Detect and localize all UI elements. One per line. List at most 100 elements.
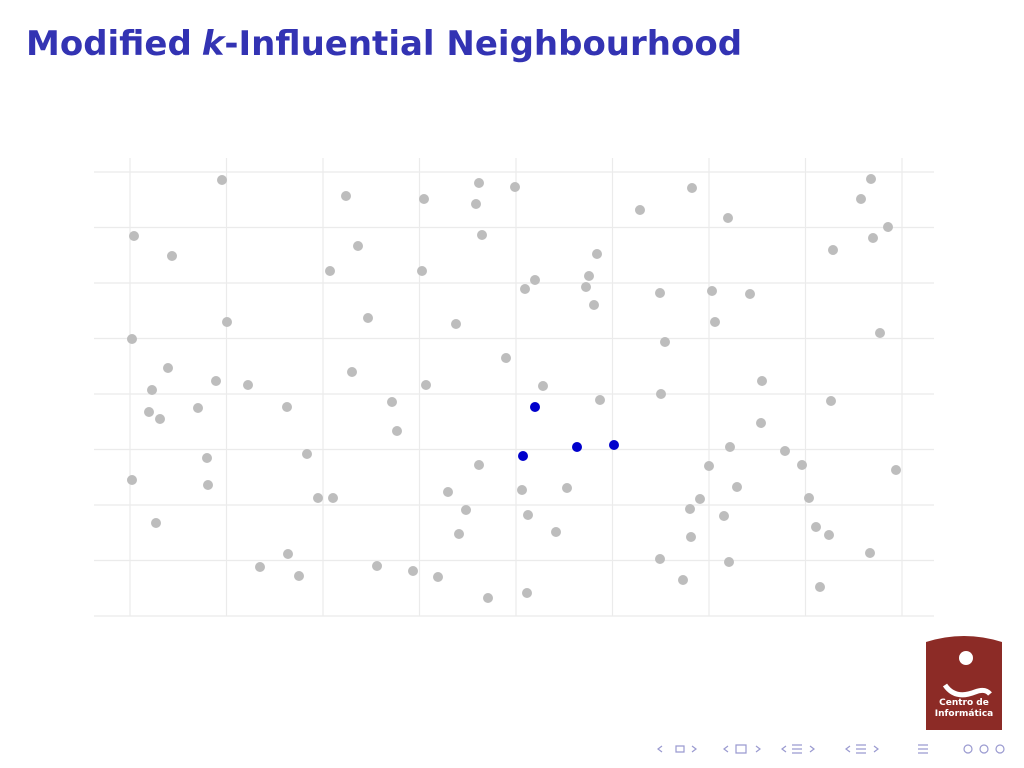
point xyxy=(710,317,720,327)
point xyxy=(780,446,790,456)
point xyxy=(474,178,484,188)
point xyxy=(147,385,157,395)
point xyxy=(217,175,227,185)
point xyxy=(313,493,323,503)
point xyxy=(581,282,591,292)
point xyxy=(609,440,619,450)
point xyxy=(635,205,645,215)
point xyxy=(433,572,443,582)
nav-icon xyxy=(963,744,973,754)
point xyxy=(562,483,572,493)
point xyxy=(510,182,520,192)
point xyxy=(203,480,213,490)
point xyxy=(127,334,137,344)
point xyxy=(155,414,165,424)
point xyxy=(387,397,397,407)
point xyxy=(419,194,429,204)
point xyxy=(328,493,338,503)
point xyxy=(483,593,493,603)
point xyxy=(372,561,382,571)
point xyxy=(756,418,766,428)
point xyxy=(875,328,885,338)
nav-icon xyxy=(845,744,879,754)
point xyxy=(551,527,561,537)
point xyxy=(443,487,453,497)
point xyxy=(687,183,697,193)
nav-icon xyxy=(723,744,761,754)
point xyxy=(732,482,742,492)
nav-icon xyxy=(657,745,697,753)
point xyxy=(255,562,265,572)
slide-title: Modified k-Influential Neighbourhood xyxy=(26,24,742,64)
point xyxy=(655,288,665,298)
point xyxy=(211,376,221,386)
point xyxy=(686,532,696,542)
point xyxy=(408,566,418,576)
point xyxy=(522,588,532,598)
logo-shield xyxy=(926,636,1002,730)
point xyxy=(222,317,232,327)
point xyxy=(757,376,767,386)
point xyxy=(868,233,878,243)
point xyxy=(477,230,487,240)
point xyxy=(883,222,893,232)
point xyxy=(826,396,836,406)
point xyxy=(595,395,605,405)
point xyxy=(592,249,602,259)
title-text: Modified xyxy=(26,24,192,64)
point xyxy=(811,522,821,532)
point xyxy=(866,174,876,184)
point xyxy=(363,313,373,323)
point xyxy=(474,460,484,470)
point xyxy=(523,510,533,520)
point xyxy=(538,381,548,391)
point xyxy=(167,251,177,261)
point xyxy=(421,380,431,390)
point xyxy=(530,275,540,285)
point xyxy=(501,353,511,363)
point xyxy=(804,493,814,503)
title-text: -Influential Neighbourhood xyxy=(224,24,743,64)
point xyxy=(865,548,875,558)
nav-icon xyxy=(918,744,928,754)
logo-text: Centro de xyxy=(939,698,989,708)
point xyxy=(144,407,154,417)
point xyxy=(685,504,695,514)
point xyxy=(704,461,714,471)
point xyxy=(891,465,901,475)
point xyxy=(695,494,705,504)
point xyxy=(719,511,729,521)
point xyxy=(707,286,717,296)
point xyxy=(517,485,527,495)
point xyxy=(202,453,212,463)
point xyxy=(678,575,688,585)
point xyxy=(353,241,363,251)
point xyxy=(655,554,665,564)
point xyxy=(589,300,599,310)
point xyxy=(129,231,139,241)
point xyxy=(745,289,755,299)
nav-icon xyxy=(781,744,815,754)
nav-icons xyxy=(657,744,1005,754)
nav-icon xyxy=(995,744,1005,754)
point xyxy=(520,284,530,294)
point xyxy=(824,530,834,540)
nav-icon xyxy=(979,744,989,754)
point xyxy=(283,549,293,559)
logo-text: Informática xyxy=(935,709,994,719)
point xyxy=(856,194,866,204)
point xyxy=(461,505,471,515)
point xyxy=(282,402,292,412)
point xyxy=(151,518,161,528)
point xyxy=(724,557,734,567)
point xyxy=(341,191,351,201)
point xyxy=(454,529,464,539)
point xyxy=(451,319,461,329)
point xyxy=(392,426,402,436)
point xyxy=(656,389,666,399)
point xyxy=(127,475,137,485)
point xyxy=(193,403,203,413)
title-var: k xyxy=(201,24,225,64)
